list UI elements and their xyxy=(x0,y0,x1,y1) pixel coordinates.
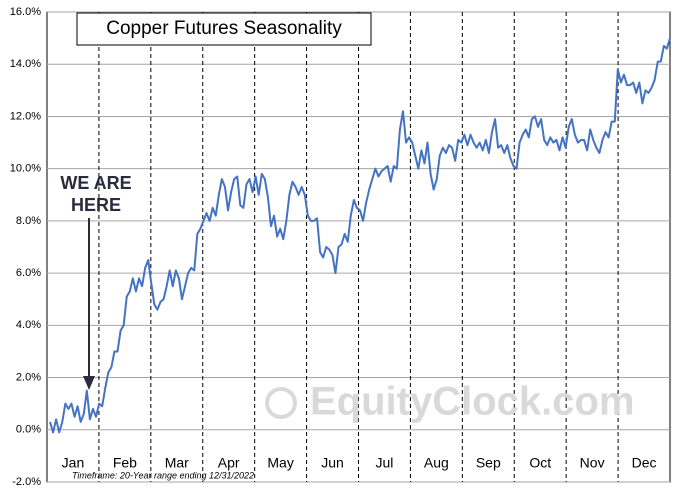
x-tick-label: Jul xyxy=(376,455,394,471)
x-tick-label: Nov xyxy=(580,455,605,471)
annotation: WE ARE xyxy=(60,173,131,193)
x-tick-label: Jun xyxy=(321,455,344,471)
x-tick-label: Aug xyxy=(424,455,449,471)
y-tick-label: 6.0% xyxy=(16,267,41,279)
y-tick-label: 2.0% xyxy=(16,371,41,383)
y-tick-label: 16.0% xyxy=(10,6,41,18)
y-tick-label: 12.0% xyxy=(10,110,41,122)
grid xyxy=(47,11,670,483)
x-tick-label: Oct xyxy=(529,455,551,471)
y-tick-label: 8.0% xyxy=(16,215,41,227)
y-tick-label: 14.0% xyxy=(10,58,41,70)
x-tick-label: Feb xyxy=(113,455,137,471)
chart-title: Copper Futures Seasonality xyxy=(106,18,342,39)
annotation-arrowhead xyxy=(83,376,95,390)
y-tick-label: 0.0% xyxy=(16,424,41,436)
x-tick-label: Dec xyxy=(632,455,657,471)
x-tick-label: Apr xyxy=(218,455,240,471)
title-box xyxy=(76,12,372,46)
annotation: HERE xyxy=(71,195,121,215)
x-tick-label: May xyxy=(267,455,293,471)
x-tick-label: Jan xyxy=(62,455,85,471)
y-tick-label: 4.0% xyxy=(16,319,41,331)
watermark-logo xyxy=(265,387,297,419)
line-series xyxy=(49,37,671,434)
y-tick-label: -2.0% xyxy=(12,476,41,488)
plot xyxy=(49,37,671,434)
footnote: Timeframe: 20-Year range ending 12/31/20… xyxy=(72,470,254,480)
watermark: EquityClock.com xyxy=(310,380,635,424)
y-tick-label: 10.0% xyxy=(10,163,41,175)
x-tick-label: Mar xyxy=(165,455,189,471)
x-tick-label: Sep xyxy=(476,455,501,471)
